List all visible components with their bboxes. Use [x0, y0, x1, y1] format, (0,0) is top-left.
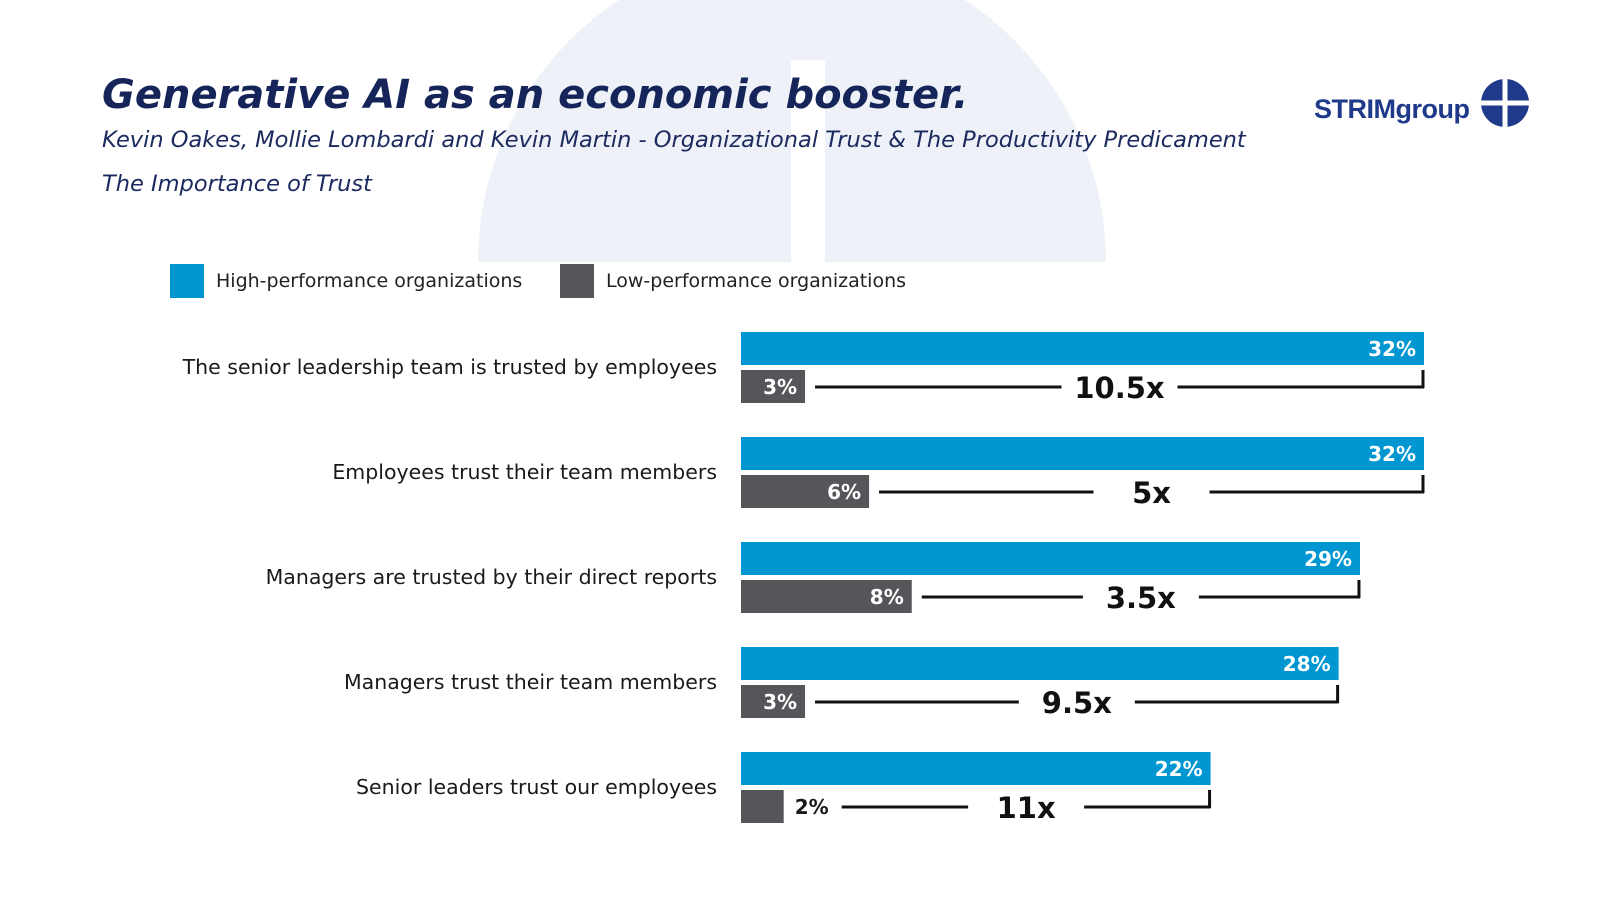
bar-low — [741, 685, 806, 718]
bar-high-value-label: 28% — [1283, 652, 1331, 676]
bar-high — [741, 542, 1360, 575]
page-subtitle-secondary: The Importance of Trust — [102, 171, 372, 197]
category-label: Employees trust their team members — [332, 460, 717, 484]
bar-low — [741, 790, 784, 823]
logo-wordmark: STRIMgroup — [1314, 94, 1470, 125]
legend-swatch-high — [170, 264, 204, 298]
logo-quadrant-icon — [1480, 78, 1530, 128]
ratio-label: 3.5x — [1106, 581, 1176, 615]
bar-high — [741, 647, 1339, 680]
bar-low-value-label: 3% — [763, 690, 797, 714]
logo-wordmark-group: group — [1395, 94, 1470, 124]
legend-item-low: Low-performance organizations — [560, 264, 906, 298]
bar-high-value-label: 32% — [1368, 442, 1416, 466]
category-label: Senior leaders trust our employees — [356, 775, 717, 799]
bar-high — [741, 752, 1211, 785]
legend-item-high: High-performance organizations — [170, 264, 522, 298]
ratio-label: 10.5x — [1074, 371, 1165, 405]
bar-high-value-label: 22% — [1155, 757, 1203, 781]
legend-swatch-low — [560, 264, 594, 298]
page-title: Generative AI as an economic booster. — [102, 72, 969, 118]
legend-label-high: High-performance organizations — [216, 270, 523, 292]
bar-low-value-label: 6% — [827, 480, 861, 504]
bar-low — [741, 370, 806, 403]
bar-high — [741, 437, 1424, 470]
bar-low-value-label: 3% — [763, 375, 797, 399]
category-label: Managers are trusted by their direct rep… — [266, 565, 717, 589]
bar-low — [741, 475, 870, 508]
strimgroup-logo: STRIMgroup — [1314, 78, 1530, 138]
bar-low-value-label: 2% — [795, 795, 829, 819]
category-label: Managers trust their team members — [344, 670, 717, 694]
header: Generative AI as an economic booster. Ke… — [102, 72, 1246, 198]
logo-wordmark-main: STRIM — [1314, 94, 1396, 124]
bar-high-value-label: 29% — [1304, 547, 1352, 571]
category-label: The senior leadership team is trusted by… — [182, 355, 717, 379]
ratio-label: 9.5x — [1042, 686, 1112, 720]
ratio-label: 5x — [1132, 476, 1171, 510]
bar-low-value-label: 8% — [870, 585, 904, 609]
legend-label-low: Low-performance organizations — [606, 270, 907, 292]
bar-high-value-label: 32% — [1368, 337, 1416, 361]
ratio-label: 11x — [997, 791, 1056, 825]
bar-low — [741, 580, 912, 613]
page-subtitle: Kevin Oakes, Mollie Lombardi and Kevin M… — [102, 127, 1246, 153]
bar-high — [741, 332, 1424, 365]
